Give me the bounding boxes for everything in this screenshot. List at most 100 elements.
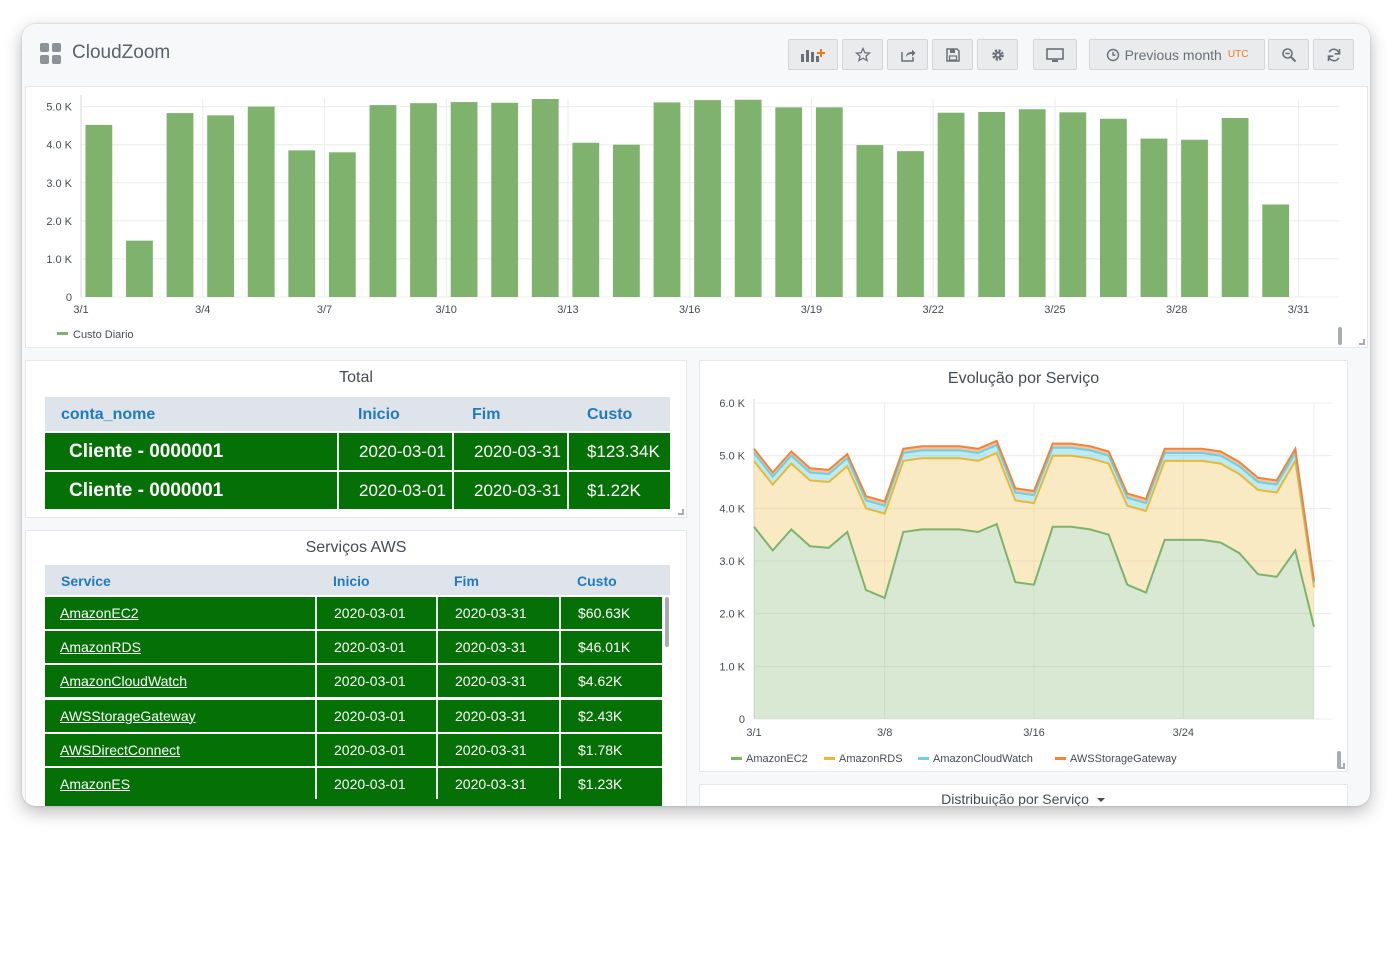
bar-3-15[interactable]: [653, 102, 681, 297]
bar-3-28[interactable]: [1181, 139, 1208, 297]
area-amazonrds[interactable]: [754, 453, 1314, 627]
bar-3-7[interactable]: [328, 152, 356, 297]
service-link[interactable]: AmazonRDS: [45, 631, 317, 664]
header-fim[interactable]: Fim: [472, 406, 501, 423]
refresh-button[interactable]: [1313, 39, 1354, 70]
table-scrollbar[interactable]: [665, 597, 669, 647]
service-link[interactable]: AWSStorageGateway: [45, 699, 317, 732]
bar-3-23[interactable]: [978, 111, 1006, 297]
dashboard-grid-icon: [40, 42, 61, 64]
bar-3-2[interactable]: [126, 240, 153, 297]
cell-text: $46.01K: [578, 639, 631, 656]
aws-services-panel-title[interactable]: Serviços AWS: [305, 539, 407, 556]
cell-text[interactable]: AWSDirectConnect: [60, 741, 181, 758]
header-inicio[interactable]: Inicio: [333, 573, 370, 589]
bar-3-12[interactable]: [531, 99, 559, 297]
service-link[interactable]: AWSDirectConnect: [45, 733, 317, 766]
table-row[interactable]: AmazonRDS 2020-03-01 2020-03-31 $46.01K: [45, 631, 662, 664]
bar-3-30[interactable]: [1262, 204, 1290, 297]
bar-3-26[interactable]: [1099, 118, 1127, 297]
legend-label-amazonrds[interactable]: AmazonRDS: [839, 753, 903, 765]
total-panel-title[interactable]: Total: [339, 369, 373, 386]
cell-text[interactable]: AmazonCloudWatch: [60, 673, 188, 690]
area-amazonec2[interactable]: [754, 524, 1314, 719]
bar-3-3[interactable]: [166, 113, 194, 297]
bar-3-21[interactable]: [897, 151, 924, 297]
bar-3-6[interactable]: [288, 150, 316, 297]
header-conta-nome[interactable]: conta_nome: [61, 406, 156, 423]
legend-label-amazonec2[interactable]: AmazonEC2: [746, 753, 808, 765]
bar-3-11[interactable]: [491, 102, 519, 297]
bar-3-24[interactable]: [1018, 109, 1046, 298]
header-fim[interactable]: Fim: [454, 573, 479, 589]
service-link[interactable]: AmazonCloudWatch: [45, 665, 317, 698]
cell-fim: 2020-03-31: [440, 597, 561, 629]
header-custo[interactable]: Custo: [577, 573, 617, 589]
bar-3-5[interactable]: [247, 106, 275, 297]
table-row[interactable]: AWSDirectConnect 2020-03-01 2020-03-31 $1.7…: [45, 733, 662, 766]
panel-resize-handle[interactable]: [1339, 763, 1345, 769]
bar-3-1[interactable]: [85, 124, 113, 297]
share-button[interactable]: [887, 39, 928, 70]
y-tick-label: 0: [739, 714, 745, 726]
bar-3-20[interactable]: [856, 145, 884, 297]
bar-3-19[interactable]: [815, 107, 843, 297]
table-row[interactable]: AWSStorageGateway 2020-03-01 2020-03-31 $2.…: [45, 699, 662, 732]
bar-3-9[interactable]: [410, 103, 437, 297]
time-range-picker[interactable]: Previous month UTC: [1089, 39, 1265, 70]
service-link[interactable]: AmazonES: [45, 768, 317, 800]
panel-scrollbar[interactable]: [1337, 751, 1341, 769]
legend-label-awsstoragegateway[interactable]: AWSStorageGateway: [1070, 753, 1177, 765]
view-mode-button[interactable]: [1033, 39, 1077, 70]
table-row[interactable]: AmazonEC2 2020-03-01 2020-03-31 $60.63K: [45, 597, 662, 629]
brand[interactable]: CloudZoom: [40, 42, 170, 64]
bar-3-29[interactable]: [1221, 118, 1249, 298]
bar-3-4[interactable]: [207, 115, 234, 297]
zoom-out-button[interactable]: [1268, 39, 1309, 70]
x-tick-label: 3/10: [436, 304, 457, 316]
bar-3-18[interactable]: [775, 107, 803, 297]
save-icon: [945, 47, 960, 62]
bar-3-17[interactable]: [734, 99, 762, 297]
legend-label-amazoncloudwatch[interactable]: AmazonCloudWatch: [933, 753, 1033, 765]
cell-custo: $123.34K: [587, 441, 660, 461]
save-button[interactable]: [932, 39, 973, 70]
y-tick-label: 1.0 K: [46, 254, 72, 266]
line-awsstoragegateway[interactable]: [753, 439, 1315, 582]
legend-label-custo-diario[interactable]: Custo Diario: [73, 329, 134, 341]
bar-3-27[interactable]: [1140, 138, 1168, 297]
panel-scrollbar[interactable]: [1338, 327, 1342, 345]
table-row[interactable]: AmazonCloudWatch 2020-03-01 2020-03-31 $4.6…: [45, 665, 662, 698]
bar-3-10[interactable]: [450, 102, 478, 297]
panel-resize-handle[interactable]: [1359, 339, 1365, 345]
bar-3-14[interactable]: [613, 144, 640, 297]
table-row[interactable]: Cliente - 0000001 2020-03-01 2020-03-31 $1.…: [45, 472, 670, 509]
cell-text: 2020-03-31: [455, 776, 527, 792]
table-row[interactable]: AmazonES 2020-03-01 2020-03-31 $1.23K: [45, 768, 662, 800]
header-inicio[interactable]: Inicio: [358, 406, 400, 423]
cell-text[interactable]: AmazonRDS: [60, 639, 141, 656]
line-amazonrds[interactable]: [753, 451, 1315, 588]
line-amazoncloudwatch[interactable]: [753, 443, 1315, 584]
bar-3-16[interactable]: [694, 100, 721, 297]
panel-resize-handle[interactable]: [678, 509, 684, 515]
header-custo[interactable]: Custo: [587, 406, 633, 423]
table-row[interactable]: Cliente - 0000001 2020-03-01 2020-03-31 $12…: [45, 433, 670, 470]
table-row-partial[interactable]: [45, 799, 662, 806]
service-distribution-title[interactable]: Distribuição por Serviço: [700, 791, 1347, 806]
bar-3-25[interactable]: [1059, 112, 1087, 297]
header-service[interactable]: Service: [61, 573, 111, 589]
line-amazonec2[interactable]: [753, 522, 1315, 628]
add-panel-button[interactable]: [788, 39, 838, 70]
service-link[interactable]: AmazonEC2: [45, 597, 317, 629]
bar-3-8[interactable]: [369, 105, 397, 297]
cell-text[interactable]: AWSStorageGateway: [60, 707, 196, 724]
settings-button[interactable]: [977, 39, 1018, 70]
service-evolution-title[interactable]: Evolução por Serviço: [947, 370, 1100, 387]
cell-text[interactable]: AmazonEC2: [60, 605, 139, 621]
bar-3-13[interactable]: [572, 142, 600, 297]
bar-3-22[interactable]: [937, 112, 965, 297]
star-button[interactable]: [842, 39, 883, 70]
cell-text: $1.23K: [578, 776, 623, 792]
cell-text[interactable]: AmazonES: [60, 776, 131, 792]
